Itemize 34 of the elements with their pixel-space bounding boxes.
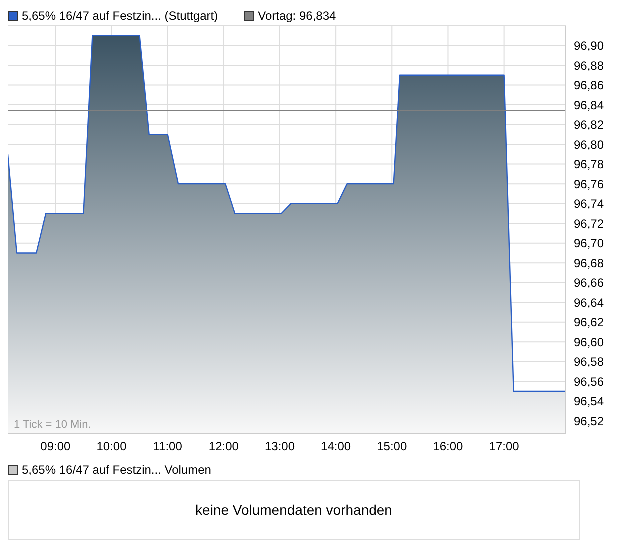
x-tick-label: 17:00 [489,440,520,454]
y-tick-label: 96,84 [574,98,604,112]
y-tick-label: 96,54 [574,394,604,409]
y-tick-label: 96,60 [574,335,604,350]
y-tick-label: 96,74 [574,197,604,212]
y-tick-label: 96,66 [574,276,604,290]
text: keine Volumendaten vorhanden [196,502,392,518]
y-tick-label: 96,68 [574,256,604,270]
legend-label: 5,65% 16/47 auf Festzin... (Stuttgart) [21,9,218,23]
y-tick-label: 96,76 [574,177,604,192]
x-tick-label: 11:00 [153,440,183,454]
x-tick-label: 12:00 [208,440,240,454]
y-tick-label: 96,70 [574,236,604,251]
legend-label: Vortag: 96,834 [257,9,336,23]
x-tick-label: 10:00 [96,440,128,454]
y-tick-label: 96,80 [574,138,604,152]
x-tick-label: 14:00 [321,440,352,454]
x-tick-label: 13:00 [264,440,296,454]
y-tick-label: 96,90 [574,39,604,54]
y-tick-label: 96,78 [574,158,604,172]
y-tick-label: 96,88 [574,58,604,73]
y-tick-label: 96,58 [574,355,604,370]
x-tick-label: 15:00 [377,440,408,454]
y-tick-label: 96,82 [574,118,604,132]
y-tick-label: 96,72 [574,216,604,231]
y-tick-label: 96,62 [574,316,604,330]
y-tick-label: 96,86 [574,78,604,93]
text: 5,65% 16/47 auf Festzin... Volumen [21,462,212,478]
annotation: 1 Tick = 10 Min. [14,419,92,431]
y-tick-label: 96,64 [574,296,604,310]
y-tick-label: 96,56 [574,374,604,389]
x-tick-label: 09:00 [40,440,72,454]
y-tick-label: 96,52 [574,414,604,428]
x-tick-label: 16:00 [433,440,464,454]
